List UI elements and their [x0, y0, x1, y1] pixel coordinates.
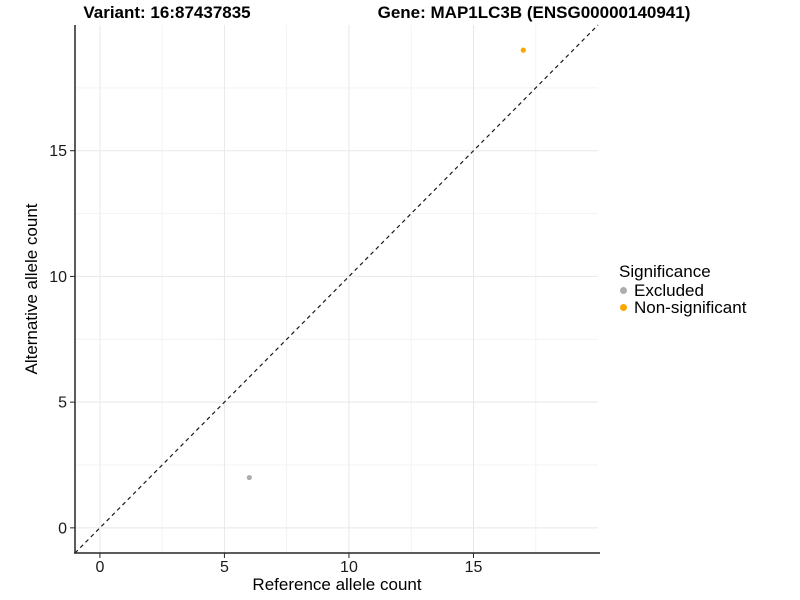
- non-significant-dot-icon: [620, 304, 627, 311]
- legend-label-excluded: Excluded: [634, 280, 704, 300]
- point-excluded: [246, 474, 252, 481]
- gene-title: Gene: MAP1LC3B (ENSG00000140941): [377, 3, 691, 22]
- legend-label-non-significant: Non-significant: [634, 297, 747, 317]
- legend-title: Significance: [619, 262, 711, 281]
- x-tick-label: 5: [220, 559, 229, 576]
- point-non-significant: [520, 47, 526, 53]
- y-tick-label: 15: [49, 143, 67, 160]
- legend: Significance Excluded Non-significant: [619, 261, 747, 317]
- variant-title: Variant: 16:87437835: [83, 3, 251, 22]
- y-tick-label: 5: [58, 395, 67, 412]
- x-tick-label: 0: [95, 559, 104, 576]
- legend-item-excluded: Excluded: [619, 280, 746, 300]
- x-axis-title: Reference allele count: [252, 575, 422, 594]
- y-tick-label: 0: [58, 520, 67, 537]
- excluded-dot-icon: [620, 287, 627, 294]
- legend-item-non-significant: Non-significant: [619, 297, 747, 317]
- y-tick-label: 10: [49, 269, 67, 286]
- y-axis-title: Alternative allele count: [22, 203, 41, 375]
- identity-line: [74, 24, 599, 554]
- x-tick-label: 10: [340, 559, 358, 576]
- x-tick-label: 15: [465, 559, 483, 576]
